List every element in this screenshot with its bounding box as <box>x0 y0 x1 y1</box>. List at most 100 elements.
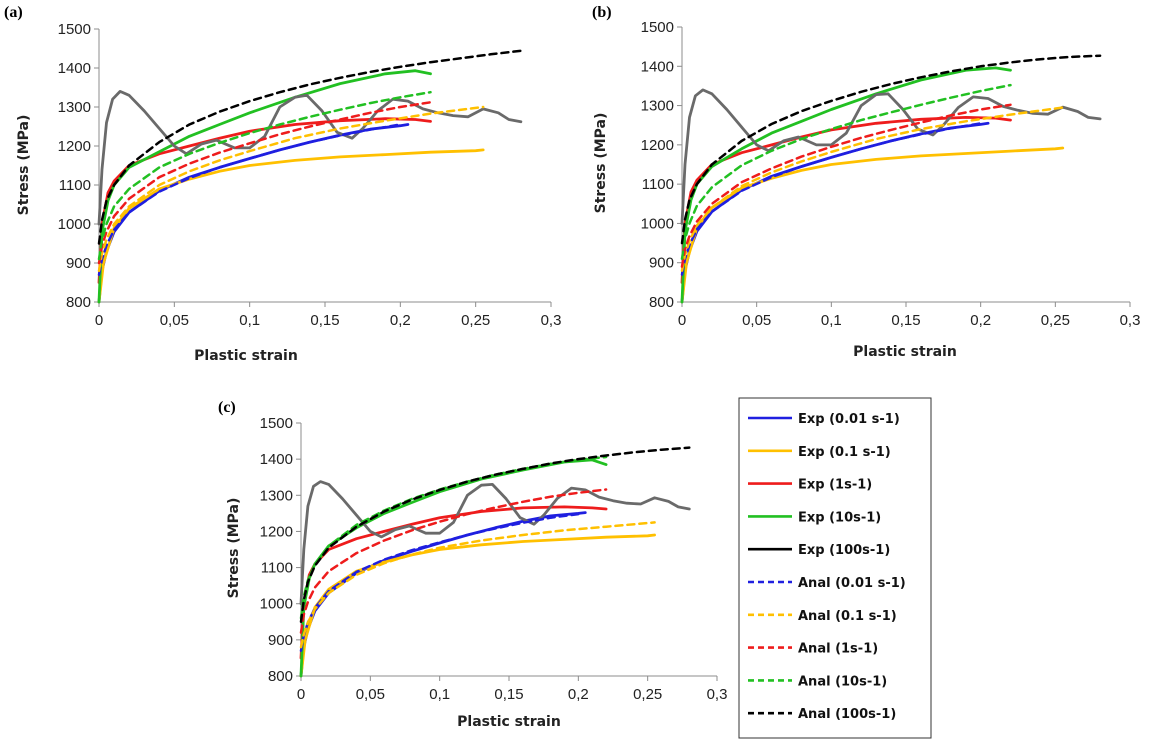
x-tick-label: 0,05 <box>160 312 189 329</box>
series-line-anal-0-1-s-1 <box>97 105 485 273</box>
y-tick-label: 1400 <box>641 58 674 75</box>
x-tick-label: 0,3 <box>541 312 562 329</box>
series-line-exp-100s-1 <box>97 90 523 226</box>
y-tick-label: 1300 <box>641 98 674 115</box>
y-tick-label: 1300 <box>58 99 91 116</box>
series-line-anal-0-1-s-1 <box>680 106 1065 272</box>
series-line-anal-10s-1 <box>299 455 608 620</box>
series-line-exp-10s-1 <box>97 69 432 304</box>
x-tick-label: 0,15 <box>310 312 339 329</box>
legend-label-exp-0-1-s-1: Exp (0.1 s-1) <box>798 445 891 460</box>
series-line-exp-10s-1 <box>680 66 1012 304</box>
x-tick-label: 0,1 <box>429 686 450 703</box>
series-line-anal-0-01-s-1 <box>97 123 402 276</box>
axes <box>94 28 552 307</box>
y-tick-label: 800 <box>649 294 674 311</box>
y-tick-label: 1400 <box>260 451 293 468</box>
legend-label-anal-0-01-s-1: Anal (0.01 s-1) <box>798 576 906 591</box>
y-axis-title: Stress (MPa) <box>593 113 609 214</box>
x-tick-label: 0,15 <box>891 312 920 329</box>
series-line-anal-100s-1 <box>299 446 691 624</box>
y-tick-label: 1000 <box>641 215 674 232</box>
chart-panel-c: (c) Plastic strain Stress (MPa) 0 0,05 0,1… <box>218 399 727 730</box>
x-tick-label: 0,25 <box>461 312 490 329</box>
y-tick-label: 1000 <box>58 216 91 233</box>
x-tick-label: 0,1 <box>821 312 842 329</box>
y-tick-label: 800 <box>66 294 91 311</box>
y-tick-label: 1500 <box>260 415 293 432</box>
y-tick-label: 1100 <box>261 560 293 577</box>
axes <box>677 26 1131 307</box>
series-line-anal-1s-1 <box>680 103 1012 268</box>
series-line-anal-100s-1 <box>97 49 523 245</box>
series-group <box>680 54 1102 304</box>
legend-label-anal-100s-1: Anal (100s-1) <box>798 707 896 722</box>
series-line-anal-100s-1 <box>680 54 1102 245</box>
y-tick-label: 900 <box>268 632 293 649</box>
legend-label-anal-10s-1: Anal (10s-1) <box>798 674 887 689</box>
series-line-exp-0-1-s-1 <box>680 146 1065 304</box>
y-tick-label: 800 <box>268 668 293 685</box>
legend: Exp (0.01 s-1) Exp (0.1 s-1) Exp (1s-1) Exp… <box>738 397 932 739</box>
y-tick-label: 1500 <box>58 21 91 38</box>
x-tick-label: 0,2 <box>390 312 411 329</box>
series-group <box>97 49 523 304</box>
x-tick-label: 0 <box>95 312 103 329</box>
series-line-exp-0-1-s-1 <box>97 148 485 304</box>
series-line-anal-10s-1 <box>680 83 1012 261</box>
chart-panel-a: (a) Plastic strain Stress (MPa) 0 0,05 0,1… <box>4 4 561 364</box>
x-tick-label: 0,15 <box>494 686 523 703</box>
y-axis-title: Stress (MPa) <box>16 115 32 216</box>
y-tick-label: 1200 <box>58 138 91 155</box>
series-line-anal-0-01-s-1 <box>680 122 982 276</box>
y-tick-label: 1500 <box>641 19 674 36</box>
legend-label-exp-100s-1: Exp (100s-1) <box>798 543 890 558</box>
y-tick-label: 1200 <box>260 523 293 540</box>
chart-panel-b: (b) Plastic strain Stress (MPa) 0 0,05 0,1… <box>592 4 1140 360</box>
tick-labels: 0 0,05 0,1 0,15 0,2 0,25 0,3 800 900 1000 1100 1200… <box>641 19 1141 329</box>
y-tick-label: 900 <box>66 255 91 272</box>
y-tick-label: 1300 <box>260 487 293 504</box>
panel-label: (c) <box>218 399 236 416</box>
x-tick-label: 0,2 <box>970 312 991 329</box>
y-tick-label: 1000 <box>260 596 293 613</box>
y-tick-label: 1200 <box>641 137 674 154</box>
series-line-exp-100s-1 <box>680 88 1102 225</box>
y-tick-label: 1100 <box>59 177 91 194</box>
x-tick-label: 0,3 <box>707 686 728 703</box>
series-line-anal-1s-1 <box>299 488 608 634</box>
legend-label-exp-1s-1: Exp (1s-1) <box>798 478 872 493</box>
series-line-exp-10s-1 <box>299 458 608 678</box>
series-line-anal-0-1-s-1 <box>299 521 656 649</box>
y-tick-label: 1100 <box>642 176 674 193</box>
x-axis-title: Plastic strain <box>457 714 561 730</box>
y-tick-label: 1400 <box>58 60 91 77</box>
x-tick-label: 0,25 <box>1041 312 1070 329</box>
series-line-anal-1s-1 <box>97 101 432 265</box>
legend-label-exp-0-01-s-1: Exp (0.01 s-1) <box>798 412 900 427</box>
series-group <box>299 446 691 678</box>
x-axis-title: Plastic strain <box>194 348 298 364</box>
x-tick-label: 0,1 <box>239 312 260 329</box>
legend-label-exp-10s-1: Exp (10s-1) <box>798 510 881 525</box>
x-tick-label: 0 <box>297 686 305 703</box>
panel-label: (b) <box>592 4 612 21</box>
y-axis-title: Stress (MPa) <box>226 498 242 599</box>
x-tick-label: 0,3 <box>1120 312 1141 329</box>
y-tick-label: 900 <box>649 255 674 272</box>
x-tick-label: 0,25 <box>633 686 662 703</box>
series-line-anal-10s-1 <box>97 90 432 261</box>
legend-items: Exp (0.01 s-1) Exp (0.1 s-1) Exp (1s-1) Exp… <box>748 412 906 722</box>
x-tick-label: 0,2 <box>568 686 589 703</box>
series-line-exp-1s-1 <box>97 117 432 284</box>
panel-label: (a) <box>4 4 23 21</box>
x-axis-title: Plastic strain <box>853 344 957 360</box>
x-tick-label: 0,05 <box>742 312 771 329</box>
axes <box>296 422 718 681</box>
series-line-exp-100s-1 <box>299 480 691 606</box>
x-tick-label: 0,05 <box>356 686 385 703</box>
tick-labels: 0 0,05 0,1 0,15 0,2 0,25 0,3 800 900 1000 1100 1200… <box>58 21 562 329</box>
tick-labels: 0 0,05 0,1 0,15 0,2 0,25 0,3 800 900 1000 1100 1200… <box>260 415 728 703</box>
legend-label-anal-1s-1: Anal (1s-1) <box>798 642 878 657</box>
